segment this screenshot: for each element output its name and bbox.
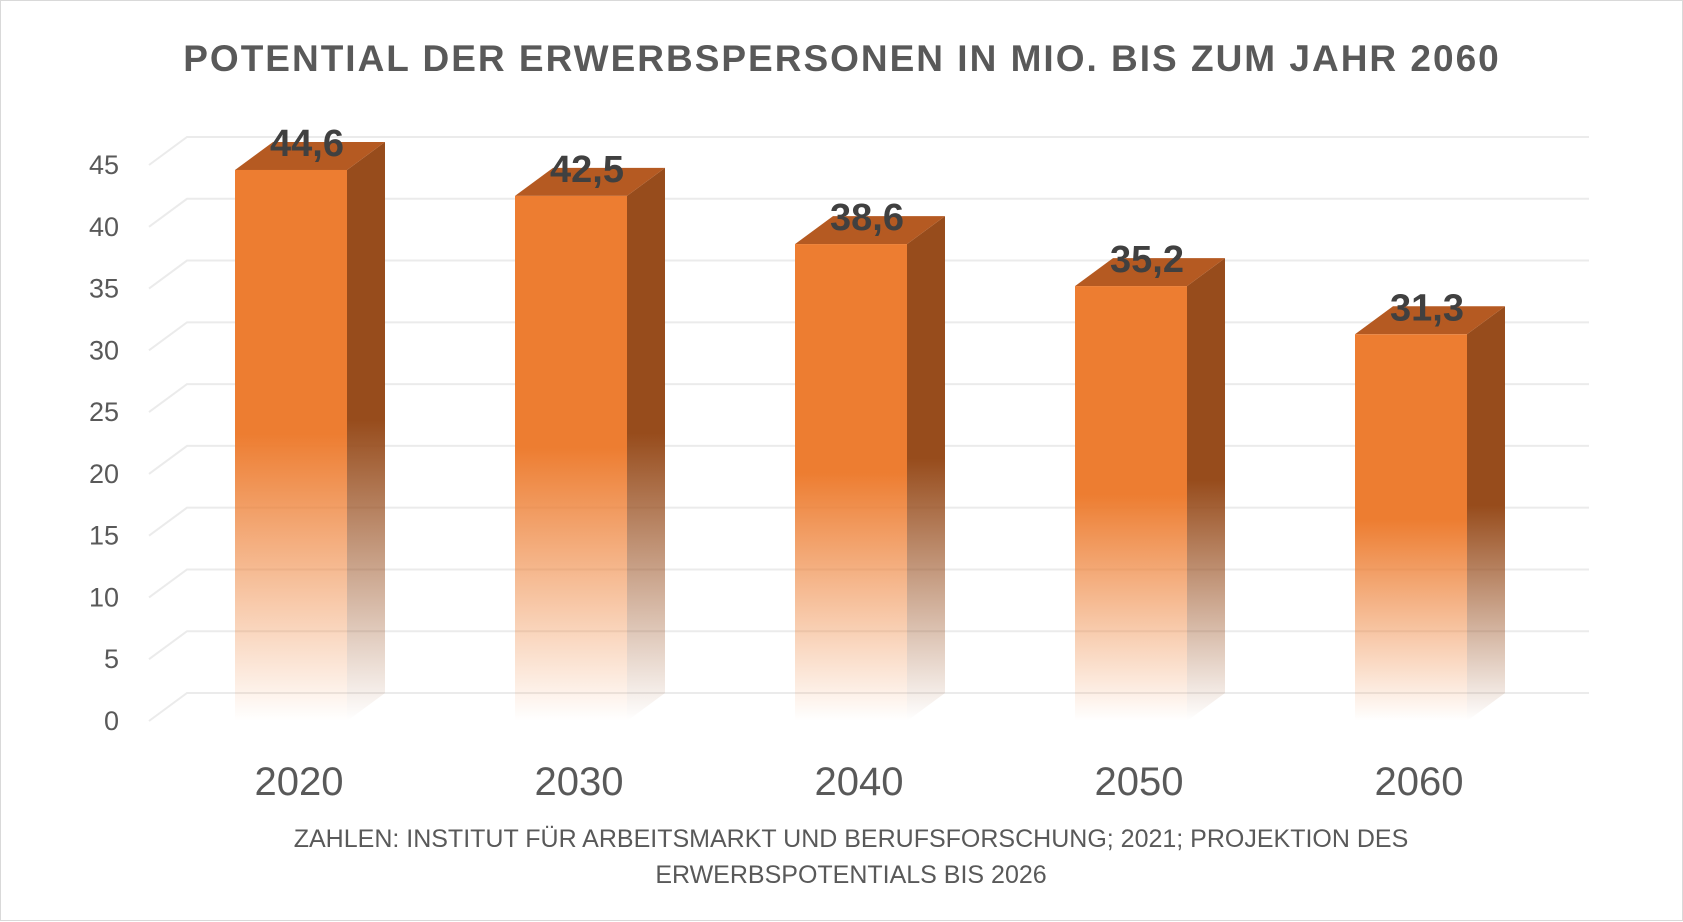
data-label: 44,6 xyxy=(270,123,344,165)
data-labels: 44,6 42,5 38,6 35,2 31,3 xyxy=(270,123,1464,329)
x-tick-label: 2040 xyxy=(815,760,904,804)
bar-side-face xyxy=(627,167,665,721)
bar-side-face xyxy=(1187,258,1225,721)
bar xyxy=(1075,258,1225,721)
source-note-line-2: ERWERBSPOTENTIALS BIS 2026 xyxy=(655,861,1046,889)
source-note-line-1: ZAHLEN: INSTITUT FÜR ARBEITSMARKT UND BE… xyxy=(294,825,1409,853)
gridline xyxy=(148,197,1589,228)
data-label: 35,2 xyxy=(1110,239,1184,281)
data-label: 42,5 xyxy=(550,149,624,191)
y-tick-label: 5 xyxy=(104,644,119,674)
y-tick-label: 40 xyxy=(89,212,119,242)
bar xyxy=(1355,306,1505,721)
bar-front-face xyxy=(235,169,347,722)
y-tick-label: 0 xyxy=(104,706,119,736)
bar-side-face xyxy=(1467,306,1505,721)
bar xyxy=(235,141,385,722)
y-tick-label: 25 xyxy=(89,397,119,427)
bar-front-face xyxy=(1355,334,1467,721)
gridlines xyxy=(148,136,1589,722)
gridline xyxy=(148,136,1589,166)
bar-front-face xyxy=(515,195,627,721)
bar xyxy=(795,216,945,721)
y-tick-label: 20 xyxy=(89,459,119,489)
data-label: 38,6 xyxy=(830,197,904,239)
bar-front-face xyxy=(795,244,907,721)
y-tick-label: 10 xyxy=(89,582,119,612)
bar-side-face xyxy=(347,141,385,722)
bar-top-face xyxy=(515,167,665,196)
y-tick-label: 30 xyxy=(89,335,119,365)
x-axis: 2020 2030 2040 2050 2060 xyxy=(255,760,1464,804)
bar-top-face xyxy=(235,141,385,170)
bars xyxy=(235,141,1505,722)
bar-side-face xyxy=(907,216,945,721)
x-tick-label: 2060 xyxy=(1375,760,1464,804)
y-tick-label: 35 xyxy=(89,274,119,304)
bar-top-face xyxy=(795,216,945,245)
y-tick-label: 45 xyxy=(89,150,119,180)
bar-front-face xyxy=(1075,286,1187,721)
chart-title: POTENTIAL DER ERWERBSPERSONEN IN MIO. BI… xyxy=(183,38,1501,79)
bar-top-face xyxy=(1355,306,1505,335)
bar-top-face xyxy=(1075,258,1225,287)
x-tick-label: 2020 xyxy=(255,760,344,804)
data-label: 31,3 xyxy=(1390,287,1464,329)
y-tick-label: 15 xyxy=(89,521,119,551)
y-axis: 0 5 10 15 20 25 30 35 40 45 xyxy=(89,150,119,736)
bar xyxy=(515,167,665,721)
x-tick-label: 2050 xyxy=(1095,760,1184,804)
x-tick-label: 2030 xyxy=(535,760,624,804)
